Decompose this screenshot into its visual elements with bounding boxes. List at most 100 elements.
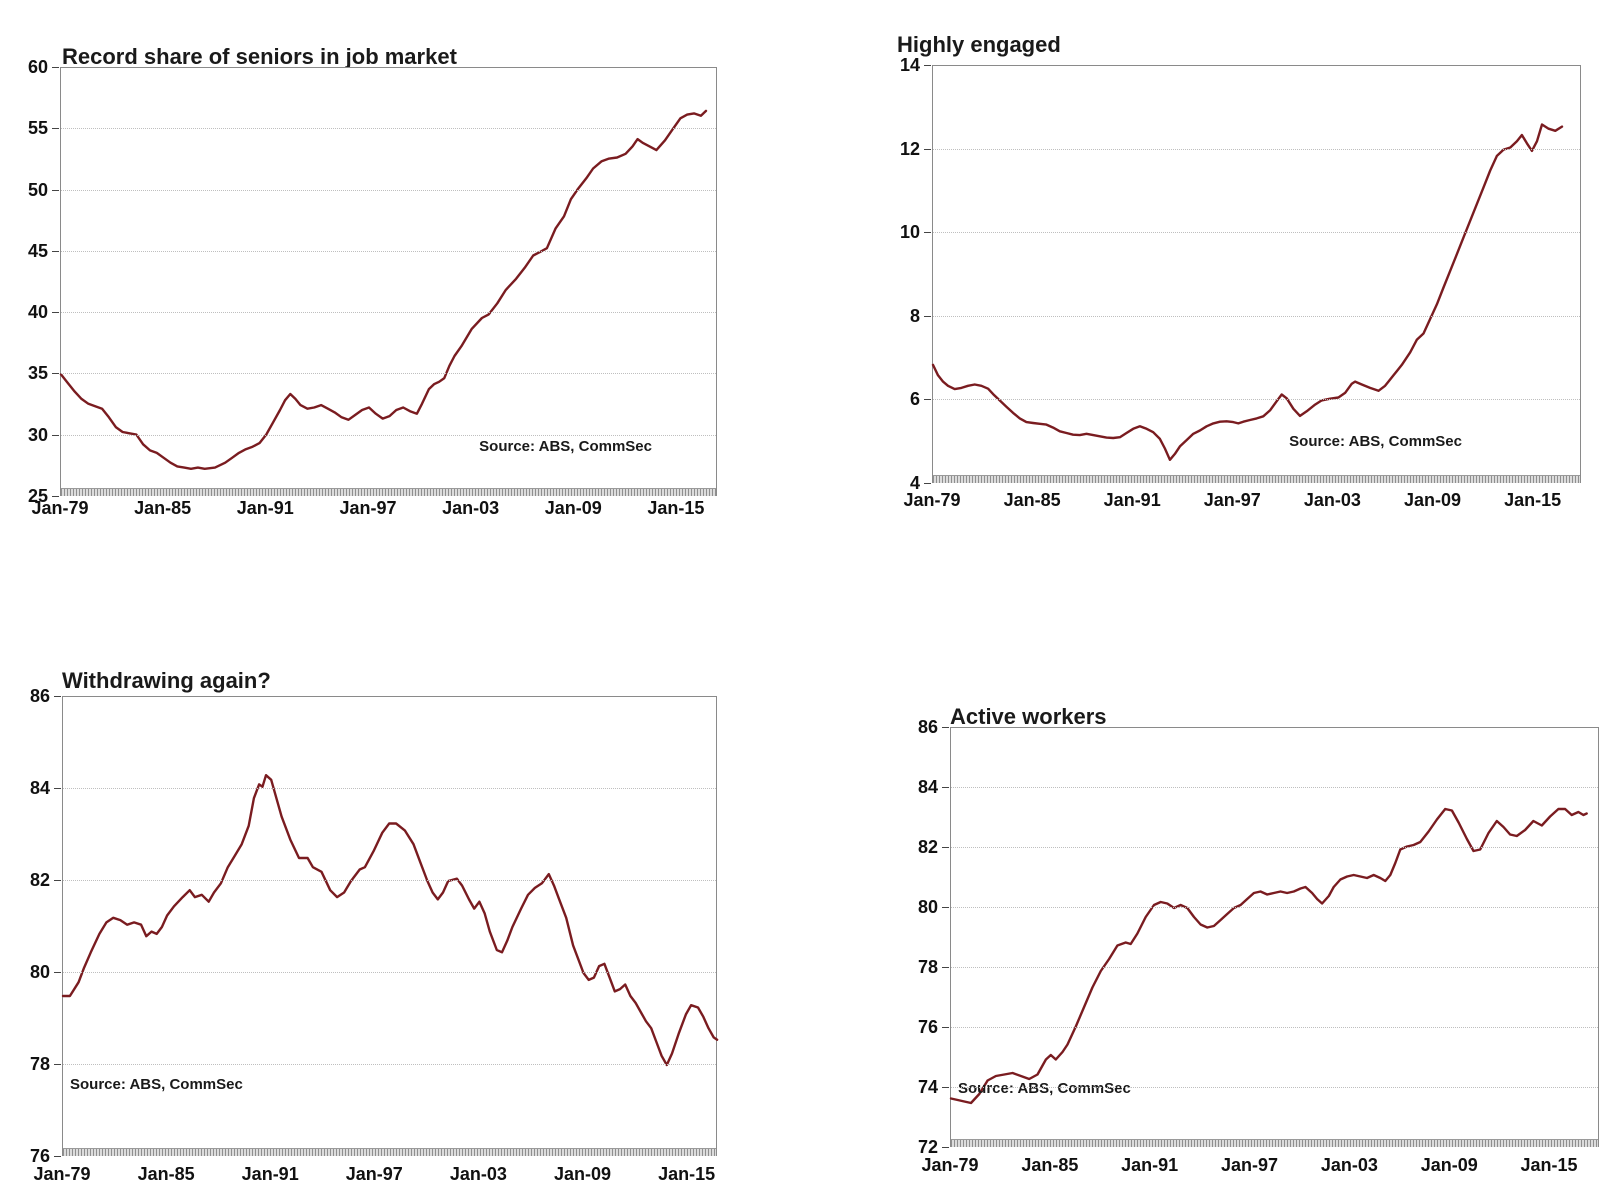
- grid-line: [951, 847, 1598, 848]
- y-axis-tick: [54, 1156, 61, 1157]
- y-tick-label: 76: [29, 1146, 50, 1166]
- y-tick-label: 6: [909, 389, 920, 410]
- y-tick-label: 86: [29, 686, 50, 706]
- y-axis-tick: [942, 1147, 949, 1148]
- grid-line: [933, 399, 1580, 401]
- x-tick-label: Jan-09: [1420, 1155, 1478, 1175]
- y-axis-tick: [52, 373, 59, 375]
- y-axis-tick: [52, 312, 59, 314]
- grid-line: [61, 373, 716, 375]
- plot-area: [931, 65, 1581, 483]
- y-axis-tick: [924, 65, 931, 66]
- y-tick-label: 60: [27, 57, 48, 77]
- y-tick-label: 76: [917, 1017, 938, 1037]
- y-tick-label: 25: [27, 486, 48, 506]
- y-tick-label: 78: [917, 957, 938, 977]
- data-line-participation-25-34: [949, 807, 1588, 1105]
- y-tick-label: 74: [917, 1077, 938, 1097]
- x-tick-label: Jan-97: [345, 1164, 403, 1184]
- grid-line: [63, 1064, 716, 1065]
- x-tick-label: Jan-97: [1221, 1155, 1279, 1175]
- x-tick-label: Jan-97: [1203, 490, 1261, 510]
- data-line-participation-60-64: [59, 109, 708, 470]
- y-axis-tick: [52, 128, 59, 130]
- x-tick-label: Jan-79: [33, 1164, 91, 1184]
- grid-line: [951, 1087, 1598, 1088]
- x-tick-label: Jan-03: [442, 498, 500, 518]
- grid-line: [61, 128, 716, 130]
- plot-area: [949, 727, 1599, 1147]
- x-tick-label: Jan-91: [1103, 490, 1161, 510]
- y-axis-tick: [52, 67, 59, 68]
- y-tick-label: 30: [27, 424, 48, 445]
- grid-line: [61, 189, 716, 191]
- source-label: Source: ABS, CommSec: [958, 1080, 1131, 1097]
- y-axis-tick: [52, 189, 59, 191]
- x-tick-label: Jan-15: [647, 498, 705, 518]
- y-axis-tick: [52, 250, 59, 252]
- x-tick-label: Jan-85: [1021, 1155, 1079, 1175]
- y-tick-label: 45: [27, 240, 48, 261]
- x-tick-label: Jan-03: [449, 1164, 507, 1184]
- x-tick-label: Jan-15: [1520, 1155, 1578, 1175]
- grid-line: [63, 880, 716, 881]
- y-axis-tick: [924, 399, 931, 401]
- line-chart-svg: [61, 773, 719, 1067]
- minor-tick-comb: [63, 1148, 716, 1156]
- x-tick-label: Jan-91: [236, 498, 294, 518]
- data-line-participation-20-24: [61, 773, 719, 1067]
- line-chart-svg: [59, 109, 708, 470]
- y-tick-label: 72: [917, 1137, 938, 1157]
- minor-tick-comb: [951, 1139, 1598, 1147]
- grid-line: [951, 787, 1598, 788]
- y-tick-label: 10: [899, 222, 920, 243]
- y-tick-label: 84: [29, 778, 50, 798]
- x-tick-label: Jan-09: [1403, 490, 1462, 510]
- x-tick-label: Jan-15: [1504, 490, 1562, 510]
- chart-title: Record share of seniors in job market: [62, 44, 457, 70]
- y-axis-tick: [924, 483, 931, 484]
- y-axis-tick: [942, 787, 949, 788]
- grid-line: [933, 232, 1580, 234]
- grid-line: [951, 967, 1598, 968]
- y-axis-tick: [924, 148, 931, 150]
- grid-line: [951, 907, 1598, 908]
- x-tick-label: Jan-97: [339, 498, 397, 518]
- x-tick-label: Jan-91: [1121, 1155, 1179, 1175]
- x-tick-label: Jan-79: [921, 1155, 979, 1175]
- x-tick-label: Jan-79: [31, 498, 89, 518]
- y-tick-label: 14: [899, 55, 920, 75]
- plot-area: [59, 67, 717, 496]
- x-tick-label: Jan-85: [134, 498, 192, 518]
- x-tick-label: Jan-79: [903, 490, 961, 510]
- x-tick-label: Jan-09: [553, 1164, 612, 1184]
- y-axis-tick: [942, 847, 949, 848]
- y-axis-tick: [924, 232, 931, 234]
- x-tick-label: Jan-91: [241, 1164, 299, 1184]
- y-tick-label: 8: [909, 305, 920, 326]
- y-tick-label: 50: [27, 179, 48, 200]
- grid-line: [63, 788, 716, 789]
- y-axis-tick: [942, 1087, 949, 1088]
- y-tick-label: 4: [909, 473, 920, 493]
- y-axis-tick: [54, 972, 61, 973]
- y-axis-tick: [942, 1027, 949, 1028]
- source-label: Source: ABS, CommSec: [1289, 433, 1462, 450]
- x-tick-label: Jan-09: [544, 498, 602, 518]
- y-tick-label: 35: [27, 363, 48, 384]
- y-axis-tick: [54, 788, 61, 789]
- line-chart-svg: [949, 807, 1588, 1105]
- y-tick-label: 84: [917, 777, 938, 797]
- source-label: Source: ABS, CommSec: [70, 1076, 243, 1093]
- x-tick-label: Jan-85: [1003, 490, 1061, 510]
- x-tick-label: Jan-15: [658, 1164, 716, 1184]
- x-tick-label: Jan-03: [1320, 1155, 1378, 1175]
- y-axis-tick: [54, 880, 61, 881]
- y-axis-tick: [54, 696, 61, 697]
- line-chart-svg: [931, 123, 1564, 461]
- grid-line: [63, 972, 716, 973]
- grid-line: [951, 1027, 1598, 1028]
- grid-line: [61, 312, 716, 314]
- y-axis-tick: [942, 967, 949, 968]
